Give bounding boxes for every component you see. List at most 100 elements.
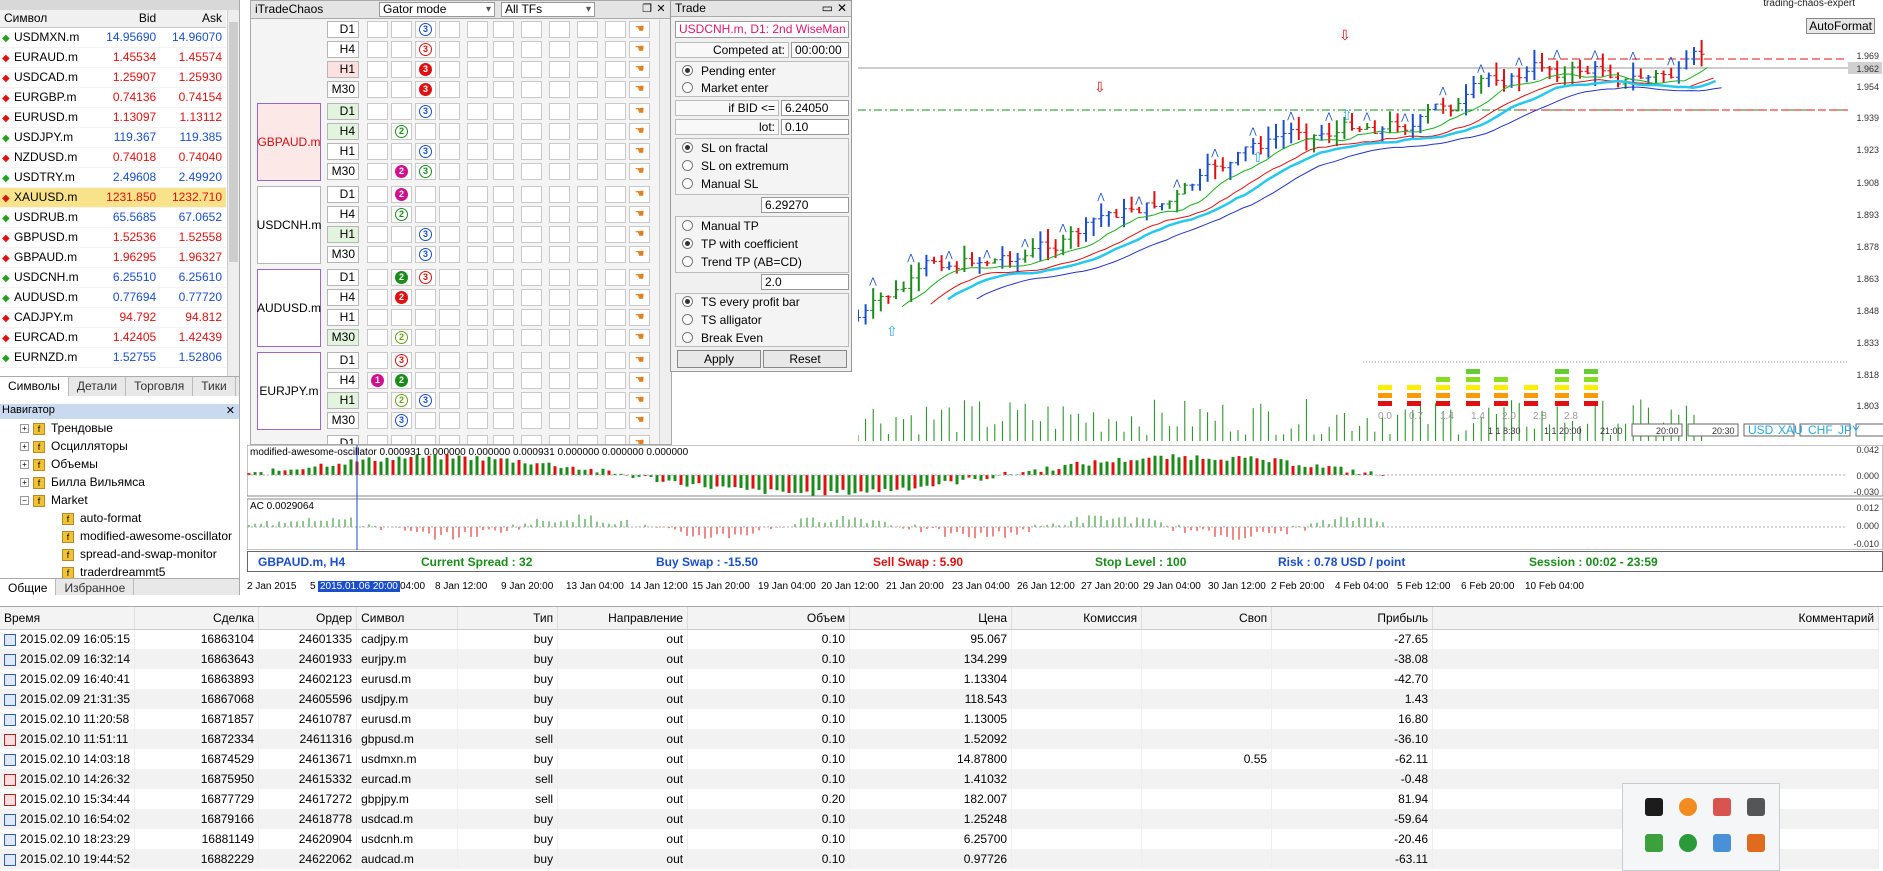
- nav-folder[interactable]: + f Осцилляторы: [0, 437, 239, 455]
- signal-cell[interactable]: [605, 163, 626, 180]
- signal-cell[interactable]: [493, 372, 514, 389]
- signal-cell[interactable]: [605, 226, 626, 243]
- signal-cell[interactable]: [439, 329, 460, 346]
- scroll-thumb[interactable]: [229, 22, 238, 262]
- signal-cell[interactable]: [391, 143, 412, 160]
- collapse-icon[interactable]: −: [20, 496, 29, 506]
- hand-icon[interactable]: ☚: [629, 186, 650, 203]
- market-row[interactable]: ◆ EURAUD.m 1.45534 1.45574: [0, 47, 226, 68]
- signal-cell[interactable]: [367, 103, 388, 120]
- signal-cell[interactable]: [577, 226, 598, 243]
- nvidia-icon[interactable]: [1645, 798, 1663, 816]
- market-row[interactable]: ◆ EURUSD.m 1.13097 1.13112: [0, 107, 226, 128]
- signal-cell[interactable]: [493, 246, 514, 263]
- timeframe-label[interactable]: H4: [327, 123, 359, 140]
- price-chart[interactable]: 1.969 1.954 1.939 1.923 1.908 1.893 1.878 1.863…: [858, 0, 1883, 445]
- lot-input[interactable]: 0.10: [781, 119, 849, 135]
- signal-cell[interactable]: [467, 226, 488, 243]
- hand-icon[interactable]: ☚: [629, 392, 650, 409]
- signal-cell[interactable]: [493, 123, 514, 140]
- signal-cell[interactable]: [467, 206, 488, 223]
- signal-cell[interactable]: [521, 21, 542, 38]
- signal-cell[interactable]: [367, 246, 388, 263]
- hand-icon[interactable]: ☚: [629, 412, 650, 429]
- signal-cell[interactable]: 2: [391, 392, 412, 409]
- chart-canvas[interactable]: 1.969 1.954 1.939 1.923 1.908 1.893 1.878 1.863…: [858, 0, 1883, 445]
- autoformat-button[interactable]: AutoFormat: [1806, 18, 1875, 34]
- deal-row[interactable]: 2015.02.10 14:03:18 16874529 24613671 usdmx…: [0, 749, 1880, 769]
- timeframe-label[interactable]: H4: [327, 41, 359, 58]
- signal-cell[interactable]: [493, 329, 514, 346]
- signal-cell[interactable]: [367, 269, 388, 286]
- signal-cell[interactable]: [521, 412, 542, 429]
- signal-cell[interactable]: [577, 269, 598, 286]
- signal-cell[interactable]: [605, 329, 626, 346]
- deal-row[interactable]: 2015.02.10 18:23:29 16881149 24620904 usdcn…: [0, 829, 1880, 849]
- signal-cell[interactable]: [439, 21, 460, 38]
- signal-cell[interactable]: [605, 392, 626, 409]
- signal-cell[interactable]: [605, 289, 626, 306]
- signal-cell[interactable]: [493, 81, 514, 98]
- signal-cell[interactable]: [493, 21, 514, 38]
- signal-cell[interactable]: [439, 103, 460, 120]
- column-header[interactable]: Тип: [457, 607, 559, 630]
- signal-cell[interactable]: [521, 143, 542, 160]
- signal-cell[interactable]: [521, 103, 542, 120]
- signal-cell[interactable]: [467, 186, 488, 203]
- signal-cell[interactable]: [439, 163, 460, 180]
- radio-trend-tp[interactable]: Trend TP (AB=CD): [682, 254, 802, 271]
- symbol-group-audusd-m[interactable]: AUDUSD.m: [257, 269, 321, 347]
- signal-cell[interactable]: [391, 61, 412, 78]
- column-header[interactable]: Ордер: [258, 607, 358, 630]
- signal-cell[interactable]: [493, 392, 514, 409]
- hand-icon[interactable]: ☚: [629, 435, 650, 444]
- signal-cell[interactable]: [577, 329, 598, 346]
- signal-cell[interactable]: [521, 41, 542, 58]
- signal-cell[interactable]: 3: [415, 41, 436, 58]
- signal-cell[interactable]: 3: [415, 81, 436, 98]
- market-row[interactable]: ◆ XAUUSD.m 1231.850 1232.710: [0, 187, 226, 208]
- signal-cell[interactable]: 3: [415, 226, 436, 243]
- signal-cell[interactable]: 2: [391, 329, 412, 346]
- column-header[interactable]: Объем: [687, 607, 851, 630]
- market-row[interactable]: ◆ USDMXN.m 14.95690 14.96070: [0, 27, 226, 48]
- symbol-group-usdcnh-m[interactable]: USDCNH.m: [257, 186, 321, 264]
- restore-icon[interactable]: ❐: [642, 3, 652, 15]
- signal-cell[interactable]: [493, 41, 514, 58]
- timeframe-label[interactable]: M30: [327, 81, 359, 98]
- nav-indicator[interactable]: f auto-format: [0, 509, 239, 527]
- signal-cell[interactable]: [467, 41, 488, 58]
- signal-cell[interactable]: 2: [391, 289, 412, 306]
- signal-cell[interactable]: [367, 163, 388, 180]
- column-header[interactable]: Комментарий: [1432, 607, 1880, 630]
- signal-cell[interactable]: [521, 61, 542, 78]
- tab-common[interactable]: Общие: [0, 579, 57, 595]
- utorrent-icon[interactable]: [1679, 834, 1697, 852]
- hand-icon[interactable]: ☚: [629, 329, 650, 346]
- signal-cell[interactable]: [549, 392, 570, 409]
- signal-cell[interactable]: [549, 186, 570, 203]
- hand-icon[interactable]: ☚: [629, 41, 650, 58]
- timeframe-label[interactable]: H4: [327, 289, 359, 306]
- network-icon[interactable]: [1713, 834, 1731, 852]
- signal-cell[interactable]: [549, 309, 570, 326]
- signal-cell[interactable]: 3: [415, 246, 436, 263]
- signal-cell[interactable]: [439, 41, 460, 58]
- signal-cell[interactable]: [605, 269, 626, 286]
- signal-cell[interactable]: [439, 352, 460, 369]
- signal-cell[interactable]: [467, 163, 488, 180]
- signal-cell[interactable]: [521, 246, 542, 263]
- signal-cell[interactable]: [367, 329, 388, 346]
- signal-cell[interactable]: [467, 309, 488, 326]
- signal-cell[interactable]: [605, 186, 626, 203]
- signal-cell[interactable]: [367, 81, 388, 98]
- nav-indicator[interactable]: f modified-awesome-oscillator: [0, 527, 239, 545]
- signal-cell[interactable]: [577, 186, 598, 203]
- nav-indicator[interactable]: f spread-and-swap-monitor: [0, 545, 239, 563]
- signal-cell[interactable]: [391, 103, 412, 120]
- signal-cell[interactable]: [367, 41, 388, 58]
- signal-cell[interactable]: [521, 186, 542, 203]
- mode-select[interactable]: Gator mode: [379, 2, 495, 17]
- signal-cell[interactable]: [521, 435, 542, 444]
- signal-cell[interactable]: [521, 206, 542, 223]
